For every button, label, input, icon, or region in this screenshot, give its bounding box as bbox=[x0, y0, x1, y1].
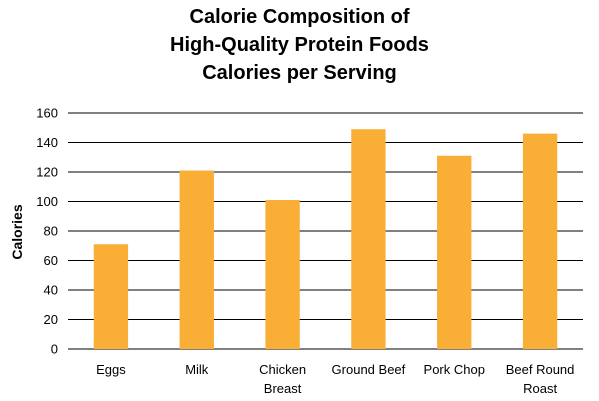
y-tick-label: 120 bbox=[36, 165, 58, 180]
bar bbox=[265, 200, 300, 349]
bar bbox=[351, 129, 386, 349]
y-tick-label: 20 bbox=[44, 312, 58, 327]
y-axis-label: Calories bbox=[9, 204, 25, 259]
x-category-label: Roast bbox=[523, 381, 557, 396]
bars bbox=[93, 129, 558, 349]
chart-title-line-1: Calorie Composition of bbox=[189, 6, 410, 28]
chart-title-line-2: High-Quality Protein Foods bbox=[170, 34, 429, 56]
bar bbox=[437, 155, 472, 349]
x-category-label: Beef Round bbox=[506, 362, 575, 377]
x-axis-labels: Eggs Milk Chicken Breast Ground Beef Pork Cho… bbox=[96, 362, 574, 396]
x-category-label: Ground Beef bbox=[332, 362, 406, 377]
x-category-label: Eggs bbox=[96, 362, 126, 377]
y-tick-label: 80 bbox=[44, 224, 58, 239]
y-tick-label: 40 bbox=[44, 283, 58, 298]
y-tick-label: 140 bbox=[36, 135, 58, 150]
y-tick-label: 0 bbox=[51, 342, 58, 357]
x-category-label: Breast bbox=[264, 381, 302, 396]
bar bbox=[522, 133, 558, 349]
x-category-label: Milk bbox=[185, 362, 209, 377]
y-tick-label: 160 bbox=[36, 106, 58, 121]
y-tick-label: 100 bbox=[36, 194, 58, 209]
x-category-label: Pork Chop bbox=[424, 362, 485, 377]
bar bbox=[93, 244, 129, 349]
gridlines bbox=[68, 112, 583, 350]
bar bbox=[179, 170, 214, 349]
chart-title-line-3: Calories per Serving bbox=[202, 62, 397, 84]
x-category-label: Chicken bbox=[259, 362, 306, 377]
y-axis-ticks: 0 20 40 60 80 100 120 140 160 bbox=[36, 106, 58, 357]
y-tick-label: 60 bbox=[44, 253, 58, 268]
